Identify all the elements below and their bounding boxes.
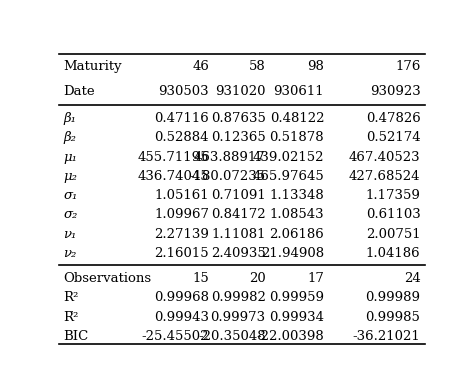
Text: 24: 24 — [404, 272, 421, 285]
Text: 467.40523: 467.40523 — [349, 151, 421, 163]
Text: 0.84172: 0.84172 — [211, 208, 266, 221]
Text: 0.99943: 0.99943 — [154, 311, 209, 324]
Text: 1.13348: 1.13348 — [270, 189, 324, 202]
Text: 15: 15 — [192, 272, 209, 285]
Text: 930611: 930611 — [274, 85, 324, 98]
Text: 0.51878: 0.51878 — [270, 131, 324, 144]
Text: ν₁: ν₁ — [63, 228, 77, 241]
Text: 0.99985: 0.99985 — [365, 311, 421, 324]
Text: 176: 176 — [395, 59, 421, 73]
Text: 0.48122: 0.48122 — [270, 112, 324, 125]
Text: R²: R² — [63, 291, 79, 304]
Text: 931020: 931020 — [215, 85, 266, 98]
Text: 0.87635: 0.87635 — [211, 112, 266, 125]
Text: 1.17359: 1.17359 — [365, 189, 421, 202]
Text: 20: 20 — [249, 272, 266, 285]
Text: 0.47116: 0.47116 — [154, 112, 209, 125]
Text: 0.71091: 0.71091 — [211, 189, 266, 202]
Text: 0.52884: 0.52884 — [154, 131, 209, 144]
Text: ν₂: ν₂ — [63, 247, 77, 260]
Text: -20.35048: -20.35048 — [198, 330, 266, 343]
Text: 21.94908: 21.94908 — [261, 247, 324, 260]
Text: 0.52174: 0.52174 — [366, 131, 421, 144]
Text: 930923: 930923 — [370, 85, 421, 98]
Text: -180.07235: -180.07235 — [190, 170, 266, 183]
Text: -36.21021: -36.21021 — [353, 330, 421, 343]
Text: μ₁: μ₁ — [63, 151, 77, 163]
Text: σ₂: σ₂ — [63, 208, 78, 221]
Text: 0.99934: 0.99934 — [269, 311, 324, 324]
Text: Date: Date — [63, 85, 95, 98]
Text: BIC: BIC — [63, 330, 89, 343]
Text: 0.47826: 0.47826 — [366, 112, 421, 125]
Text: R̅²: R̅² — [63, 311, 79, 324]
Text: β₂: β₂ — [63, 131, 76, 144]
Text: 58: 58 — [249, 59, 266, 73]
Text: 2.40935: 2.40935 — [211, 247, 266, 260]
Text: 46: 46 — [192, 59, 209, 73]
Text: 1.08543: 1.08543 — [270, 208, 324, 221]
Text: 436.74045: 436.74045 — [137, 170, 209, 183]
Text: 2.16015: 2.16015 — [154, 247, 209, 260]
Text: -25.45502: -25.45502 — [142, 330, 209, 343]
Text: 930503: 930503 — [158, 85, 209, 98]
Text: 98: 98 — [307, 59, 324, 73]
Text: 455.71195: 455.71195 — [137, 151, 209, 163]
Text: 463.88917: 463.88917 — [194, 151, 266, 163]
Text: 0.99959: 0.99959 — [269, 291, 324, 304]
Text: 0.99973: 0.99973 — [211, 311, 266, 324]
Text: 1.05161: 1.05161 — [154, 189, 209, 202]
Text: 0.99982: 0.99982 — [211, 291, 266, 304]
Text: 1.04186: 1.04186 — [366, 247, 421, 260]
Text: μ₂: μ₂ — [63, 170, 77, 183]
Text: Maturity: Maturity — [63, 59, 122, 73]
Text: 0.12365: 0.12365 — [211, 131, 266, 144]
Text: 2.00751: 2.00751 — [366, 228, 421, 241]
Text: 439.02152: 439.02152 — [253, 151, 324, 163]
Text: 2.06186: 2.06186 — [270, 228, 324, 241]
Text: 0.99968: 0.99968 — [154, 291, 209, 304]
Text: β₁: β₁ — [63, 112, 76, 125]
Text: -22.00398: -22.00398 — [256, 330, 324, 343]
Text: 427.68524: 427.68524 — [349, 170, 421, 183]
Text: 0.99989: 0.99989 — [365, 291, 421, 304]
Text: 17: 17 — [307, 272, 324, 285]
Text: 0.61103: 0.61103 — [366, 208, 421, 221]
Text: 2.27139: 2.27139 — [154, 228, 209, 241]
Text: σ₁: σ₁ — [63, 189, 78, 202]
Text: 1.09967: 1.09967 — [154, 208, 209, 221]
Text: 465.97645: 465.97645 — [253, 170, 324, 183]
Text: 1.11081: 1.11081 — [211, 228, 266, 241]
Text: Observations: Observations — [63, 272, 152, 285]
